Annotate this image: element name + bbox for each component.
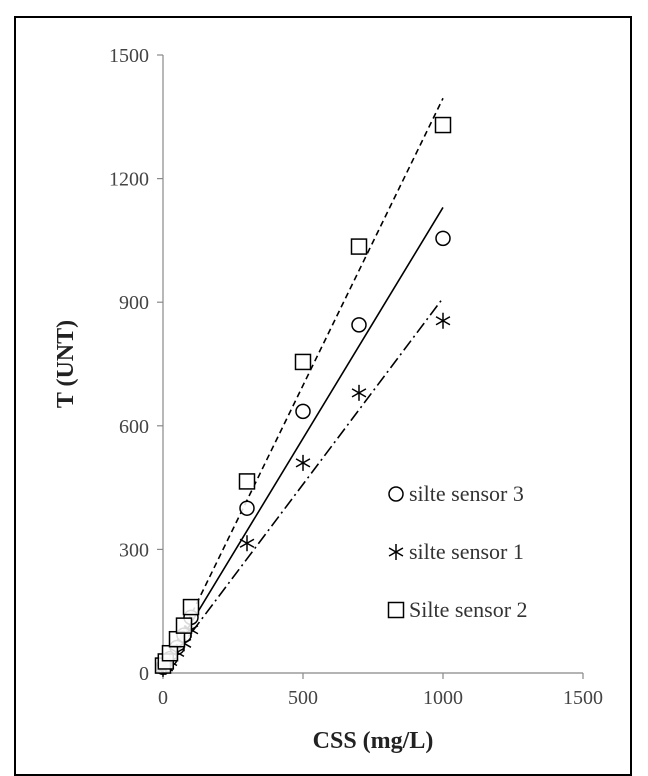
data-point-circle — [295, 403, 311, 420]
legend-marker-asterisk — [388, 544, 404, 560]
chart-svg: 0 300 600 900 1200 1500 0 500 1000 1500 silte sen… — [53, 45, 603, 754]
x-tick-label: 500 — [288, 687, 318, 709]
data-point-square — [294, 353, 312, 371]
y-axis-title: T (UNT) — [53, 320, 79, 408]
chart-frame — [14, 16, 632, 776]
data-point-square — [175, 617, 193, 634]
y-tick-label: 1500 — [109, 45, 149, 67]
data-point-asterisk — [435, 312, 451, 329]
y-tick-label: 900 — [119, 292, 149, 314]
legend-marker-square — [387, 601, 405, 619]
axes: 0 300 600 900 1200 1500 0 500 1000 1500 — [109, 45, 603, 709]
x-axis-title: CSS (mg/L) — [313, 728, 434, 754]
y-tick-label: 300 — [119, 539, 149, 561]
data-point-asterisk — [239, 535, 255, 552]
legend-label: silte sensor 3 — [409, 481, 524, 506]
x-tick-label: 0 — [158, 687, 168, 709]
fit-lines — [165, 97, 444, 668]
y-tick-label: 0 — [139, 663, 149, 685]
y-tick-label: 1200 — [109, 169, 149, 191]
fit-line — [165, 97, 444, 668]
fit-line — [165, 297, 444, 668]
data-points — [154, 116, 452, 677]
data-point-square — [350, 238, 368, 255]
data-point-asterisk — [295, 454, 311, 471]
data-point-circle — [435, 230, 451, 247]
data-point-square — [182, 598, 200, 616]
legend-label: silte sensor 1 — [409, 539, 524, 564]
data-point-circle — [351, 317, 367, 333]
x-tick-label: 1000 — [423, 687, 463, 709]
data-point-circle — [239, 500, 255, 516]
fit-line — [165, 207, 444, 666]
data-point-square — [238, 473, 256, 490]
y-tick-label: 600 — [119, 416, 149, 438]
x-tick-label: 1500 — [563, 687, 603, 709]
legend: silte sensor 3 silte sensor 1 Silte sensor… — [387, 481, 528, 622]
data-point-asterisk — [351, 384, 367, 401]
data-point-square — [434, 116, 452, 134]
data-point-square — [161, 644, 179, 662]
legend-marker-circle — [388, 486, 404, 502]
data-point-square — [168, 630, 186, 648]
legend-label: Silte sensor 2 — [409, 597, 528, 622]
